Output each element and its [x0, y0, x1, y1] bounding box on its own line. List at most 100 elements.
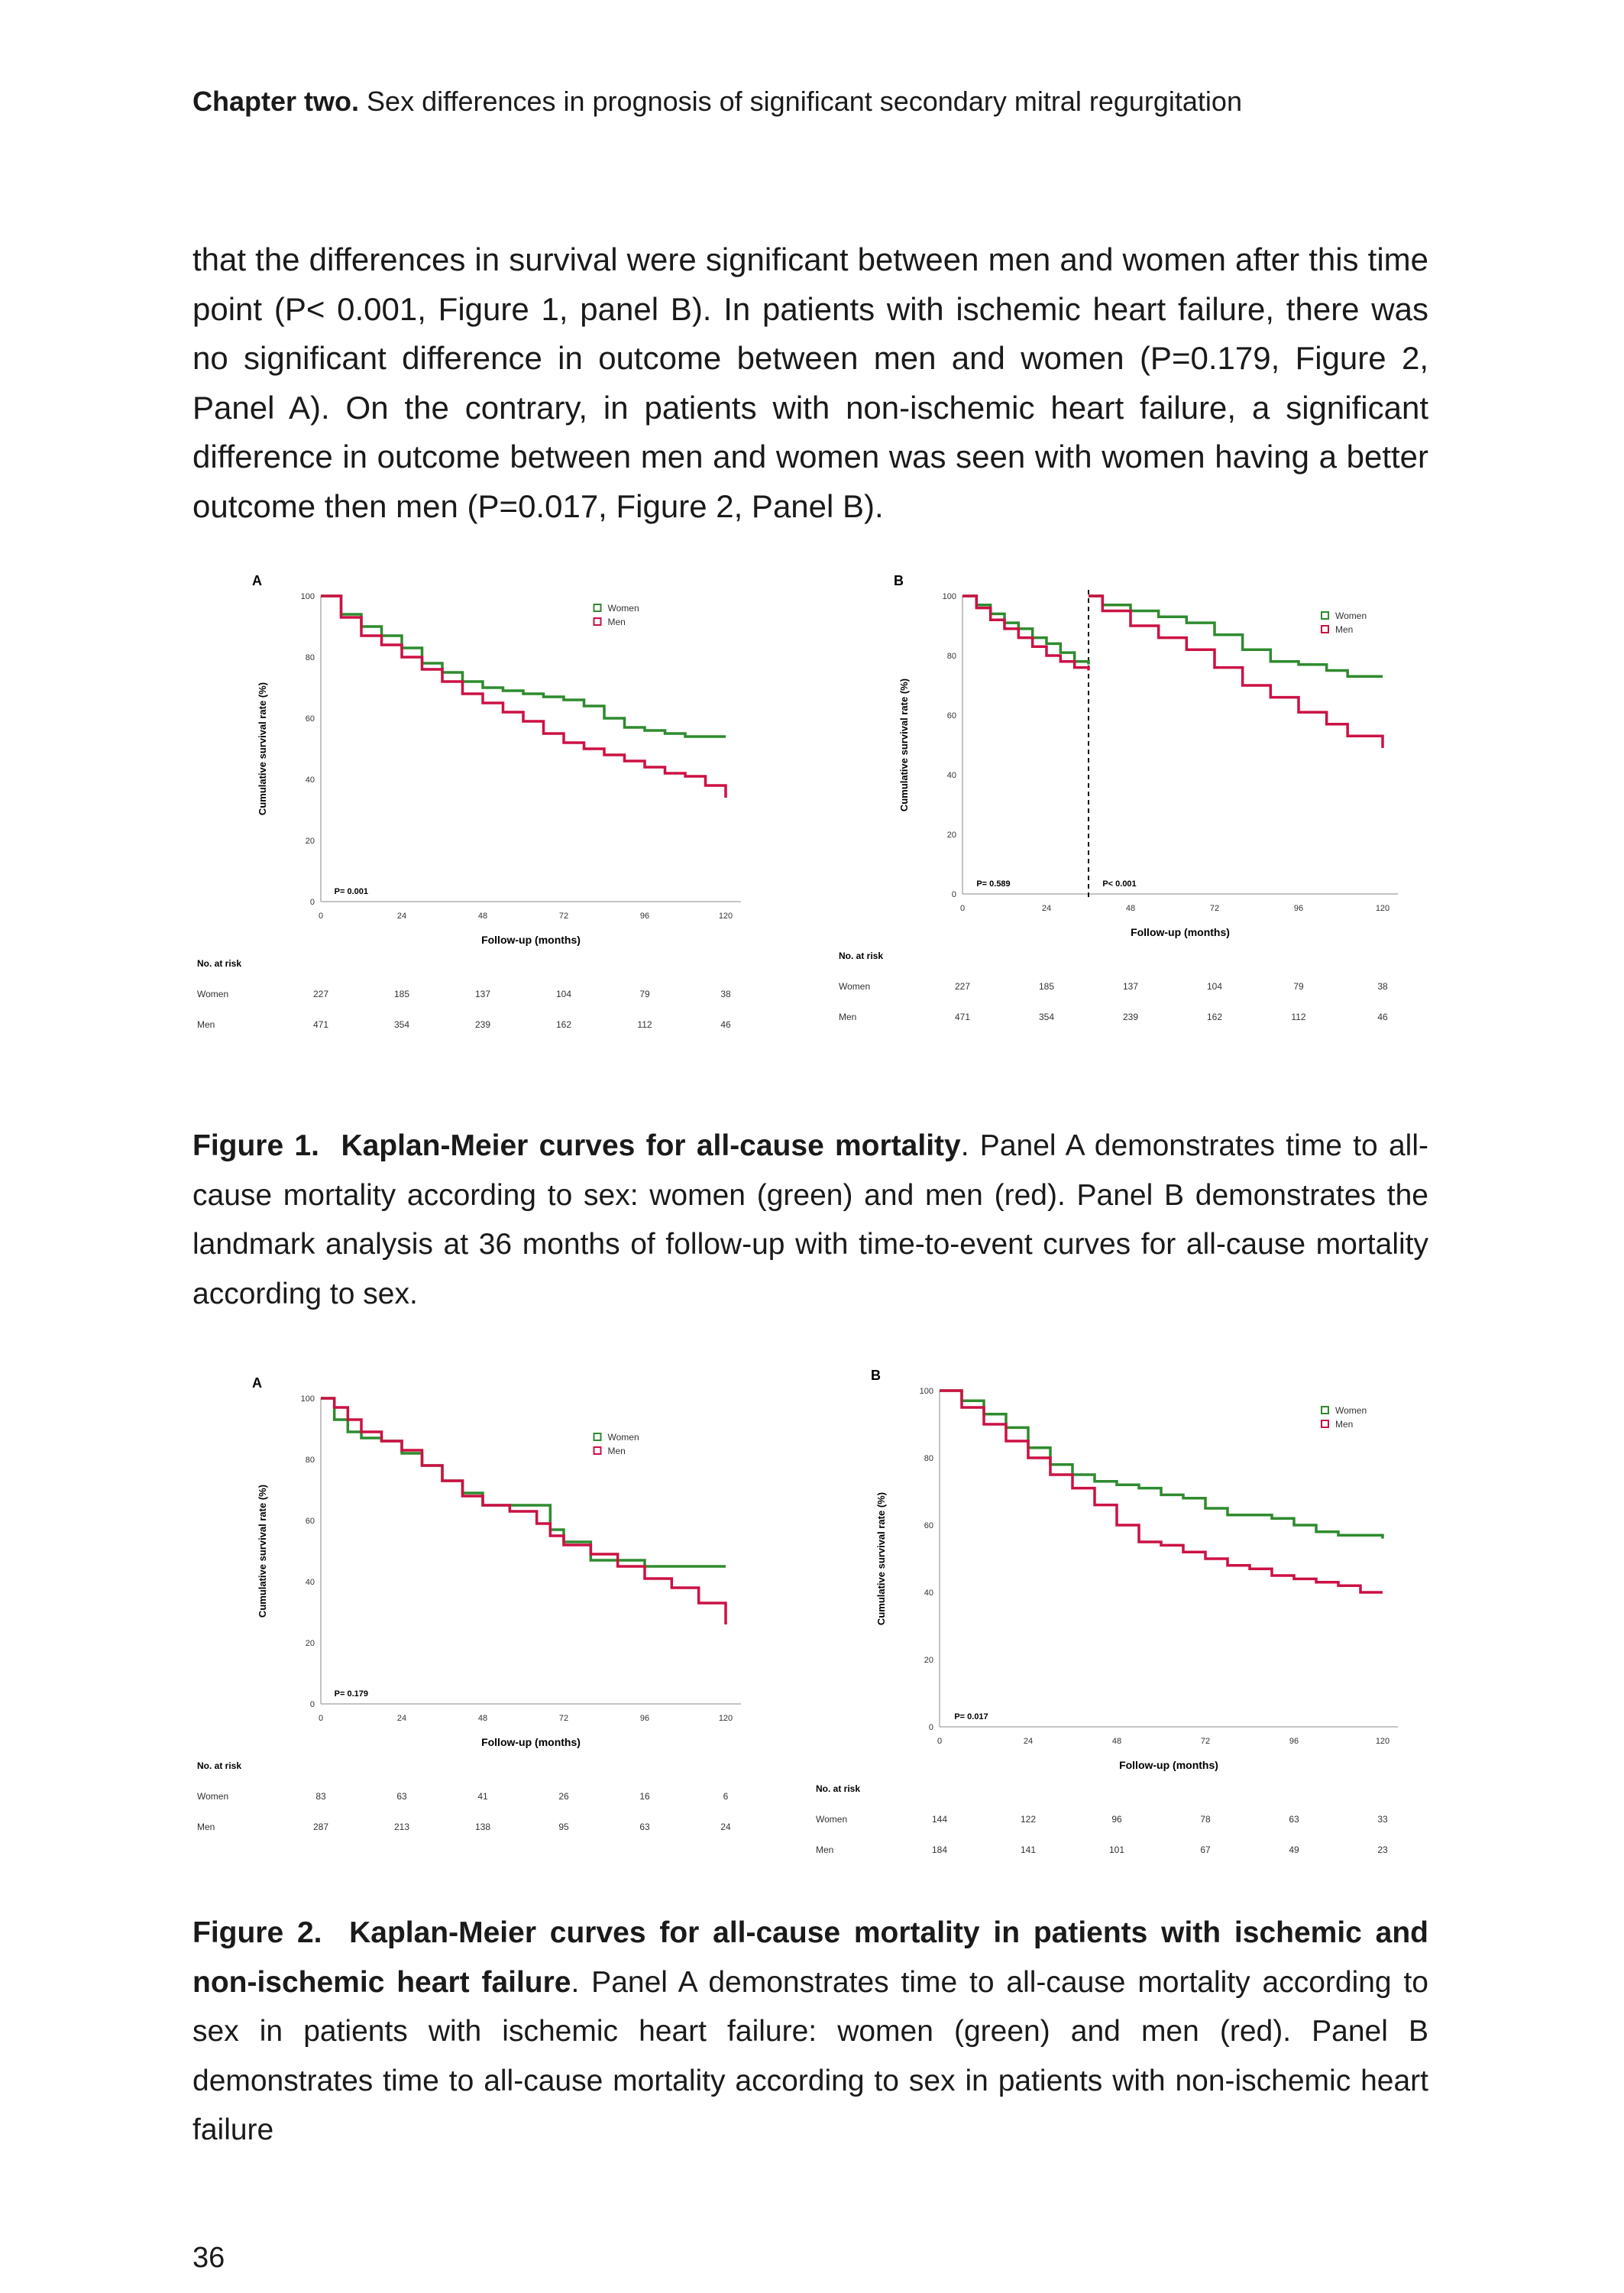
risk-value: 137	[475, 989, 490, 999]
men-curve	[321, 594, 727, 798]
figure-1-panel-a: A 0 20 40 60 80 100 0 24 48 72 96 120 Cumulative surv…	[191, 573, 756, 1100]
km-chart-fig1b: B 0 20 40 60 80 100 0 24 48 72 96 120 Cumulative surv…	[839, 573, 1398, 1022]
risk-value: 471	[955, 1012, 970, 1022]
y-tick-label: 60	[924, 1521, 933, 1530]
risk-value: 79	[1293, 981, 1304, 992]
y-tick-label: 80	[924, 1454, 933, 1463]
y-tick-label: 20	[306, 1639, 315, 1648]
risk-value: 213	[394, 1822, 409, 1832]
risk-value: 239	[1123, 1012, 1138, 1022]
x-tick-label: 72	[1201, 1737, 1210, 1746]
risk-value: 101	[1109, 1844, 1124, 1855]
y-axis-title: Cumulative survival rate (%)	[875, 1492, 887, 1625]
y-tick-label: 100	[301, 592, 315, 601]
y-tick-label: 80	[306, 653, 315, 662]
figure-2-caption: Figure 2. Kaplan-Meier curves for all-ca…	[192, 1909, 1428, 2155]
legend-women-swatch	[593, 1433, 602, 1441]
women-curve	[321, 1397, 726, 1568]
legend-women-swatch	[593, 604, 602, 612]
risk-value: 227	[955, 981, 970, 992]
risk-value: 6	[723, 1791, 729, 1802]
x-tick-label: 96	[1294, 904, 1303, 913]
x-tick-label: 120	[719, 912, 733, 921]
panel-label: A	[252, 573, 262, 588]
risk-value: 184	[932, 1844, 947, 1855]
y-axis-title: Cumulative survival rate (%)	[257, 1485, 268, 1618]
risk-value: 49	[1289, 1844, 1299, 1855]
risk-value: 67	[1200, 1844, 1211, 1855]
legend-men-swatch	[593, 1446, 602, 1455]
figure-1-text: . Panel A demonstrates time to all-cause…	[192, 1129, 1428, 1310]
risk-value: 112	[637, 1019, 652, 1030]
men-curve	[962, 594, 1090, 671]
x-axis-title: Follow-up (months)	[1131, 926, 1230, 938]
risk-value: 38	[720, 989, 731, 999]
risk-value: 96	[1111, 1814, 1122, 1825]
risk-table-title: No. at risk	[816, 1783, 860, 1794]
x-tick-label: 24	[1042, 904, 1051, 913]
y-tick-label: 20	[947, 831, 956, 840]
x-tick-label: 48	[1112, 1737, 1121, 1746]
women-curve	[321, 594, 726, 738]
x-tick-label: 48	[1126, 904, 1135, 913]
men-curve	[321, 1397, 727, 1624]
risk-value: 46	[1377, 1012, 1388, 1022]
risk-value: 63	[639, 1822, 650, 1832]
women-curve	[962, 594, 1090, 665]
x-tick-label: 48	[478, 912, 487, 921]
risk-value: 78	[1200, 1814, 1211, 1825]
risk-value: 141	[1021, 1844, 1036, 1855]
y-tick-label: 100	[920, 1387, 933, 1396]
risk-value: 354	[394, 1019, 409, 1030]
km-chart-fig1a: A 0 20 40 60 80 100 0 24 48 72 96 120 Cumulative surv…	[197, 573, 741, 1030]
y-tick-label: 60	[306, 714, 315, 724]
risk-row-label: Men	[839, 1012, 856, 1022]
risk-table-title: No. at risk	[197, 958, 241, 969]
x-tick-label: 0	[319, 912, 323, 921]
x-tick-label: 120	[719, 1714, 733, 1723]
km-chart-fig2a: A 0 20 40 60 80 100 0 24 48 72 96 120 Cumulative surv…	[197, 1375, 741, 1832]
risk-value: 23	[1377, 1844, 1388, 1855]
running-head: Chapter two. Sex differences in prognosi…	[192, 86, 1242, 118]
risk-value: 46	[720, 1019, 731, 1030]
risk-value: 239	[475, 1019, 490, 1030]
p-value-label: P< 0.001	[1102, 879, 1136, 889]
risk-value: 471	[313, 1019, 328, 1030]
body-paragraph: that the differences in survival were si…	[192, 241, 1428, 524]
y-axis-title: Cumulative survival rate (%)	[257, 682, 268, 815]
legend-women-swatch	[1321, 1406, 1329, 1414]
x-tick-label: 96	[1289, 1737, 1299, 1746]
risk-value: 63	[1289, 1814, 1299, 1825]
x-tick-label: 120	[1376, 904, 1389, 913]
p-value-label: P= 0.001	[335, 887, 368, 896]
legend-label: Women	[608, 1432, 639, 1443]
x-tick-label: 0	[937, 1737, 942, 1746]
figure-2-panel-b: B 0 20 40 60 80 100 0 24 48 72 96 120 Cumulative surv…	[810, 1368, 1413, 1895]
risk-value: 227	[313, 989, 328, 999]
risk-row-label: Men	[197, 1822, 215, 1832]
risk-value: 162	[556, 1019, 571, 1030]
y-tick-label: 20	[924, 1656, 933, 1665]
legend-label: Men	[608, 1446, 626, 1456]
legend-label: Women	[1335, 1405, 1367, 1416]
risk-value: 112	[1291, 1012, 1305, 1022]
risk-table-title: No. at risk	[839, 951, 883, 961]
y-tick-label: 40	[306, 1578, 315, 1587]
x-tick-label: 72	[559, 912, 568, 921]
legend-women-swatch	[1321, 611, 1329, 620]
panel-label: B	[894, 573, 904, 588]
y-tick-label: 60	[947, 711, 956, 721]
chapter-label: Chapter two.	[192, 86, 360, 117]
x-tick-label: 24	[397, 912, 406, 921]
x-tick-label: 24	[397, 1714, 406, 1723]
risk-row-label: Women	[197, 1791, 228, 1802]
risk-row-label: Women	[816, 1814, 847, 1825]
x-tick-label: 48	[478, 1714, 487, 1723]
legend-label: Women	[1335, 610, 1367, 621]
y-tick-label: 0	[310, 898, 315, 907]
risk-row-label: Men	[816, 1844, 833, 1855]
legend-men-swatch	[1321, 1420, 1329, 1428]
risk-value: 144	[932, 1814, 947, 1825]
risk-value: 104	[556, 989, 571, 999]
risk-value: 287	[313, 1822, 328, 1832]
